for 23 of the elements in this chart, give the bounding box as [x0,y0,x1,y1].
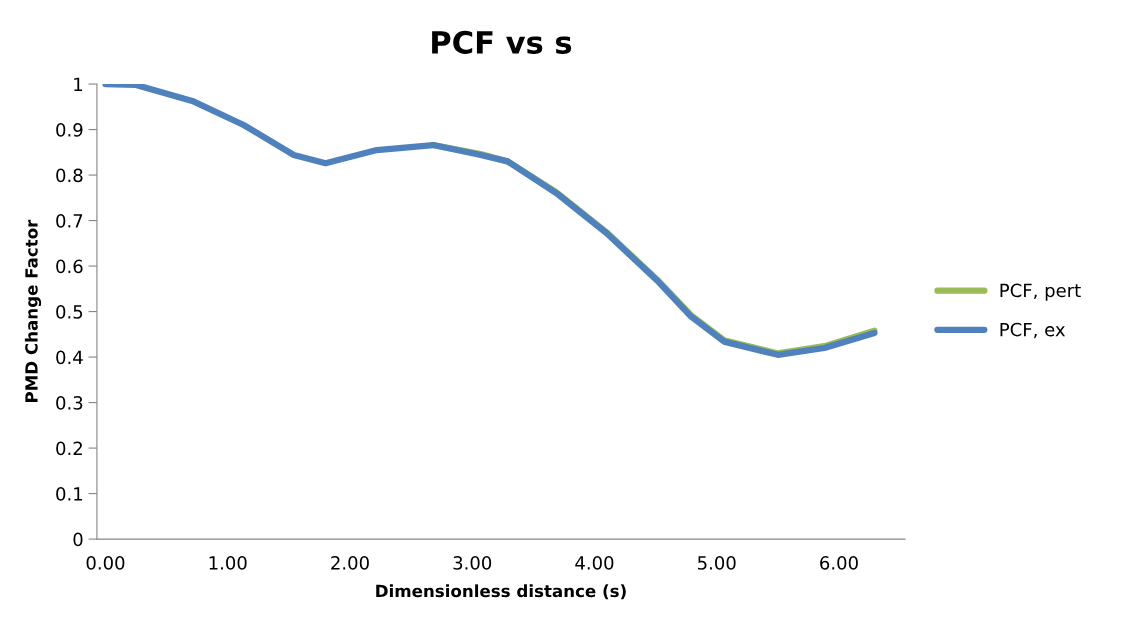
chart-title: PCF vs s [432,30,572,54]
x-tick-label: 6.00 [820,556,858,570]
y-tick-label: 0.6 [56,259,83,274]
y-tick-label: 0.8 [56,168,83,183]
y-tick-label: 0 [73,532,83,547]
y-tick-label: 0.7 [56,214,83,228]
y-tick-label: 0.2 [56,441,82,456]
x-tick-label: 1.00 [209,556,247,570]
y-tick-label: 0.4 [56,350,83,365]
y-tick-label: 0.5 [56,305,83,319]
x-tick-label: 3.00 [453,556,492,570]
y-tick-label: 0.3 [56,396,83,410]
legend-label: PCF, pert [1000,283,1081,301]
y-tick-label: 0.1 [56,487,83,501]
x-tick-label: 5.00 [698,556,736,570]
y-axis-title: PMD Change Factor [24,219,42,402]
y-tick-label: 1 [74,77,83,91]
x-axis-title: Dimensionless distance (s) [376,584,626,600]
x-tick-label: 2.00 [331,556,369,570]
legend-label: PCF, ex [1000,322,1066,339]
y-tick-label: 0.9 [56,123,83,137]
x-tick-label: 0.00 [86,556,125,570]
x-tick-label: 4.00 [575,556,614,570]
